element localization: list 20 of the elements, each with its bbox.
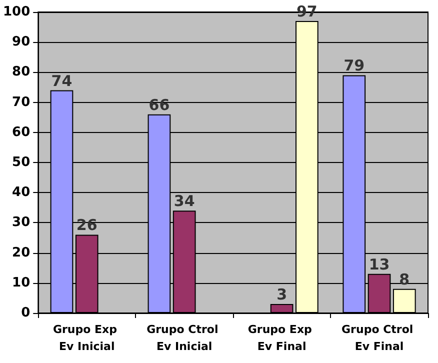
data-label: 34 [174,192,195,210]
data-label: 13 [368,255,390,274]
y-tick-label: 10 [12,275,30,290]
y-tick-label: 70 [12,94,30,110]
y-tick-label: 0 [21,306,30,320]
y-tick-label: 50 [12,155,30,170]
data-label: 79 [344,56,365,75]
y-tick-label: 30 [12,215,30,230]
y-tick-label: 40 [12,185,30,200]
y-tick-label: 60 [12,124,30,140]
y-tick-label: 100 [2,4,30,20]
x-tick-label: Grupo Exp Ev Final [248,323,316,353]
data-label: 74 [51,72,72,90]
data-label: 3 [276,285,288,304]
y-tick-label: 90 [12,34,30,50]
x-tick-label: Grupo Exp Ev Inicial [52,323,121,353]
y-tick-label: 80 [12,64,30,80]
x-tick-label: Grupo Ctrol Ev Final [342,323,417,353]
y-tick-label: 20 [12,245,30,260]
x-tick-label: Grupo Ctrol Ev Inicial [146,323,222,353]
